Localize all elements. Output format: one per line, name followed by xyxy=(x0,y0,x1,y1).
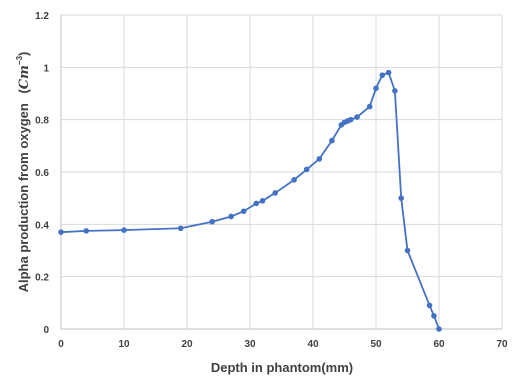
y-axis-title-unit-exponent: −3 xyxy=(15,55,24,65)
x-tick-label: 30 xyxy=(244,339,256,350)
data-series xyxy=(58,69,442,332)
y-tick-label: 0.8 xyxy=(35,116,49,127)
data-point xyxy=(436,326,442,332)
y-axis-title-open-paren: ( xyxy=(16,89,31,94)
data-point xyxy=(379,72,386,78)
data-point xyxy=(272,190,279,196)
y-tick-label: 0.6 xyxy=(35,168,49,179)
data-point xyxy=(385,69,392,76)
data-point xyxy=(329,137,335,144)
y-axis-title-text: Alpha production from oxygen xyxy=(16,103,31,292)
y-tick-label: 0.4 xyxy=(35,220,49,231)
data-point xyxy=(392,88,398,94)
x-tick-labels: 0 10 20 30 40 50 60 70 xyxy=(58,339,508,350)
data-point xyxy=(253,200,260,207)
x-tick-label: 10 xyxy=(118,339,130,350)
data-point xyxy=(303,166,310,173)
x-tick-label: 40 xyxy=(307,339,319,350)
x-tick-label: 60 xyxy=(433,339,445,350)
data-point xyxy=(240,208,247,215)
y-tick-label: 0.2 xyxy=(35,273,49,284)
y-axis-title-close-paren: ) xyxy=(16,52,31,56)
y-tick-label: 0 xyxy=(43,325,49,336)
x-tick-label: 50 xyxy=(370,339,382,350)
gridlines xyxy=(61,14,503,329)
data-point xyxy=(348,116,354,123)
y-axis-title-unit: Cm xyxy=(17,65,32,89)
y-tick-labels: 0 0.2 0.4 0.6 0.8 1 1.2 xyxy=(35,11,49,336)
x-tick-label: 70 xyxy=(496,339,508,350)
axes xyxy=(60,15,502,330)
data-point xyxy=(316,156,323,162)
y-tick-label: 1.2 xyxy=(35,11,49,22)
y-axis-title: Alpha production from oxygen (Cm−3) xyxy=(15,52,32,293)
data-point xyxy=(366,103,373,110)
data-point xyxy=(58,229,64,235)
data-point xyxy=(404,247,411,254)
data-point xyxy=(431,313,437,319)
x-axis-title: Depth in phantom(mm) xyxy=(211,360,353,375)
data-point xyxy=(398,195,405,201)
y-tick-label: 1 xyxy=(43,63,49,74)
data-point xyxy=(83,228,89,234)
x-tick-label: 20 xyxy=(181,339,193,350)
data-point xyxy=(291,177,297,183)
data-point xyxy=(373,85,379,92)
data-point xyxy=(209,218,215,225)
data-point xyxy=(259,197,266,204)
x-tick-label: 0 xyxy=(58,339,64,350)
data-point xyxy=(177,225,184,232)
data-point xyxy=(354,114,360,120)
data-point xyxy=(228,213,234,220)
data-point xyxy=(426,302,433,309)
data-point xyxy=(121,227,127,233)
